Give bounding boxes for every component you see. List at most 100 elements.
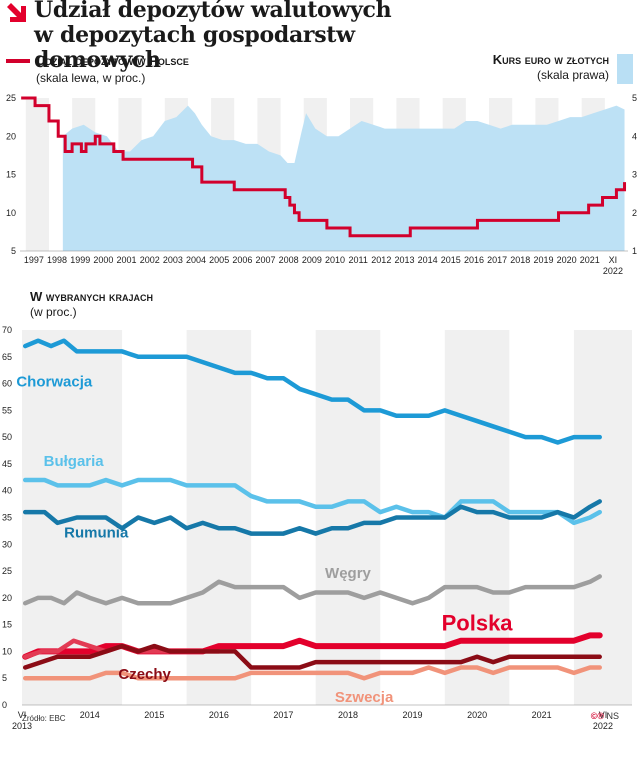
y-tick-label: 50 [2,432,12,442]
legend-right-title: Kurs euro w złotych [492,52,609,67]
series-line-polska [22,632,603,660]
y-right-tick-label: 2 [632,208,637,218]
series-line-węgry [22,574,602,606]
y-right-tick-label: 4 [632,131,637,141]
y-tick-label: 45 [2,459,12,469]
series-line-chorwacja [22,338,602,445]
title-block: Udział depozytów walutowych w depozytach… [4,0,464,73]
series-line-czechy [22,643,602,670]
y-right-tick-label: 3 [632,170,637,180]
source-note: Źródło: EBC [22,714,66,723]
y-tick-label: 25 [2,566,12,576]
series-line-szwecja [22,665,602,681]
x-tick-label: 2000 [93,255,113,265]
y-tick-label: 35 [2,513,12,523]
x-tick-label: 2013 [394,255,414,265]
y-right-tick-label: 1 [632,246,637,256]
x-tick-label: 2021 [532,710,552,720]
x-tick-label: 2006 [232,255,252,265]
x-tick-label: 2009 [302,255,322,265]
y-tick-label: 65 [2,352,12,362]
y-left-tick-label: 25 [6,93,16,103]
year-band [444,330,510,705]
arrow-down-right-icon [7,3,26,22]
x-tick-label: 2021 [580,255,600,265]
x-tick-label: 2019 [403,710,423,720]
y-tick-label: 5 [2,673,7,683]
x-tick-label: 2018 [510,255,530,265]
y-tick-label: 20 [2,593,12,603]
legend-right: Kurs euro w złotych (skala prawa) [492,52,633,84]
x-tick-label: 2007 [256,255,276,265]
series-label-polska: Polska [442,611,514,636]
y-tick-label: 15 [2,620,12,630]
y-tick-label: 40 [2,486,12,496]
section-2-title: W wybranych krajach [30,289,153,304]
legend-left: Udział depozytów w Polsce (skala lewa, w… [6,52,189,85]
x-tick-label: 1999 [70,255,90,265]
x-tick-label: 2018 [338,710,358,720]
y-tick-label: 55 [2,405,12,415]
y-left-tick-label: 5 [11,246,16,256]
x-tick-label: 1997 [24,255,44,265]
legend-left-subtitle: (skala lewa, w proc.) [36,71,146,85]
copyright-symbol: ©℗ [590,711,604,721]
legend-right-subtitle: (skala prawa) [536,68,609,82]
x-tick-label: 2001 [117,255,137,265]
y-left-tick-label: 10 [6,208,16,218]
series-label-czechy: Czechy [118,666,171,683]
x-tick-label: 2008 [279,255,299,265]
legend-line-swatch [6,58,30,63]
x-tick-label: 1998 [47,255,67,265]
series-line-rumunia [22,499,602,536]
legend-left-title: Udział depozytów w Polsce [36,53,189,68]
x-tick-label: 2010 [325,255,345,265]
y-right-tick-label: 5 [632,93,637,103]
series-line-bułgaria [22,477,602,526]
series-label-chorwacja: Chorwacja [16,373,93,390]
copyright-mark: ©℗ NS [591,711,619,721]
x-tick-label: 2015 [441,255,461,265]
x-tick-label: 2003 [163,255,183,265]
series-label-węgry: Węgry [325,565,372,582]
y-tick-label: 10 [2,646,12,656]
page-title: Udział depozytów walutowych w depozytach… [34,0,464,73]
x-tick-label: 2016 [464,255,484,265]
x-tick-label: 2004 [186,255,206,265]
y-tick-label: 60 [2,379,12,389]
title-line-2: w depozytach gospodarstw domowych [34,22,355,73]
eur-pln-area [62,105,625,252]
section-2-subtitle: (w proc.) [30,305,77,319]
x-tick-label: 2017 [487,255,507,265]
y-tick-label: 0 [2,700,7,710]
title-line-1: Udział depozytów walutowych [34,0,392,23]
year-band [25,98,49,251]
series-label-bułgaria: Bułgaria [44,453,105,470]
x-tick-label: 2015 [144,710,164,720]
y-left-tick-label: 20 [6,131,16,141]
x-tick-label: XI 2022 [603,255,623,276]
x-tick-label: 2016 [209,710,229,720]
legend-area-swatch [617,54,633,84]
section-2-header: W wybranych krajach (w proc.) [30,289,153,319]
author-initials: NS [606,711,619,721]
x-tick-label: 2017 [273,710,293,720]
series-label-rumunia: Rumunia [64,524,129,541]
x-tick-label: VI 2013 [12,710,32,731]
poland-share-line [21,96,627,238]
x-tick-label: 2014 [418,255,438,265]
year-band [315,330,381,705]
x-tick-label: 2020 [557,255,577,265]
year-band [573,330,632,705]
x-tick-label: 2020 [467,710,487,720]
x-tick-label: 2011 [348,255,367,265]
x-tick-label: 2019 [533,255,553,265]
series-label-szwecja: Szwecja [335,689,394,706]
year-band [186,330,252,705]
y-tick-label: 70 [2,325,12,335]
x-tick-label: 2014 [80,710,100,720]
chart-selected-countries: 0 5 10 15 20 25 30 35 40 45 50 55 60 65 70 VI 2013 2014 20… [2,325,632,731]
x-tick-label: 2005 [209,255,229,265]
y-left-tick-label: 15 [6,170,16,180]
